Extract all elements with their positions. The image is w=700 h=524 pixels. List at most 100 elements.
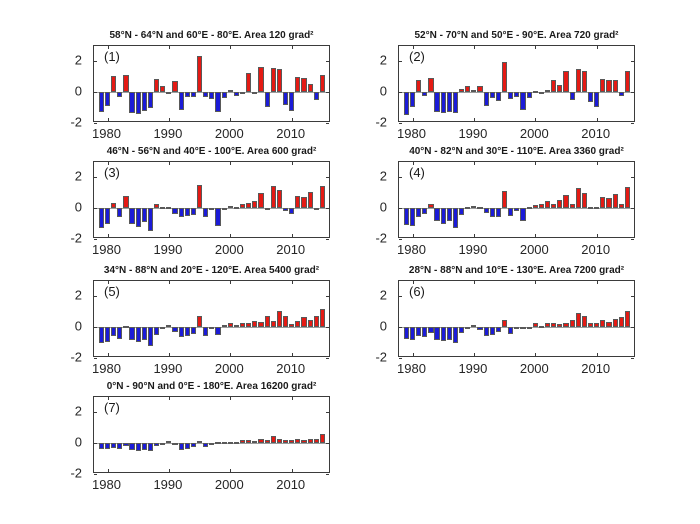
bar-1979 (403, 92, 409, 115)
bar-2014 (618, 203, 624, 209)
y-tick (94, 177, 97, 179)
bar-2012 (606, 198, 612, 209)
bar-2010 (289, 92, 295, 112)
bar-2013 (307, 319, 313, 328)
y-tick (94, 208, 97, 210)
bar-2006 (264, 208, 270, 211)
bar-2008 (276, 311, 282, 328)
bar-1992 (483, 208, 489, 213)
bar-1994 (190, 443, 197, 448)
bar-2008 (581, 192, 587, 209)
bar-2010 (594, 92, 600, 107)
x-tick-label: 1990 (458, 126, 488, 141)
bar-2009 (282, 208, 289, 212)
bar-2010 (594, 322, 600, 328)
x-tick-label: 1980 (92, 361, 121, 376)
x-tick (535, 353, 537, 356)
y-tick (631, 239, 634, 240)
bar-2013 (612, 79, 618, 93)
bar-1984 (434, 327, 440, 340)
x-tick (535, 118, 537, 121)
y-tick-label: -2 (375, 114, 387, 130)
bar-1997 (514, 327, 520, 330)
bar-1989 (160, 206, 166, 209)
bar-1992 (483, 327, 489, 336)
bar-1997 (514, 208, 520, 212)
bar-1991 (172, 327, 178, 332)
x-tick (230, 469, 232, 472)
y-tick-label: -2 (70, 349, 82, 365)
bar-2003 (551, 322, 557, 328)
panel-index-label: (4) (409, 165, 425, 180)
bar-1989 (465, 86, 471, 93)
x-tick (107, 46, 109, 49)
bar-1988 (459, 89, 465, 93)
bar-2010 (594, 206, 600, 209)
x-tick (473, 46, 475, 49)
bar-1998 (520, 327, 526, 330)
y-tick (399, 177, 402, 179)
y-tick-label: 0 (379, 199, 387, 215)
y-tick (326, 412, 329, 414)
bar-2001 (538, 325, 545, 328)
bar-2008 (581, 70, 587, 93)
x-tick (230, 234, 232, 237)
y-tick-label: 2 (74, 52, 82, 68)
bar-1984 (129, 443, 135, 451)
x-tick (535, 46, 537, 49)
bar-2000 (532, 90, 538, 93)
x-tick (596, 46, 598, 49)
x-tick-label: 1980 (397, 126, 426, 141)
bar-1996 (203, 327, 209, 336)
bar-1983 (123, 195, 129, 209)
bar-2011 (600, 196, 606, 209)
bar-1986 (141, 208, 147, 223)
bar-1992 (178, 443, 184, 451)
x-tick (596, 353, 598, 356)
y-tick (399, 92, 402, 94)
y-tick (631, 358, 634, 359)
bar-1984 (434, 208, 440, 221)
bar-2015 (624, 311, 630, 328)
bar-2014 (313, 315, 319, 328)
bar-2000 (532, 205, 538, 209)
bar-2005 (258, 439, 264, 444)
y-tick (326, 208, 329, 210)
bar-2013 (612, 193, 618, 209)
bar-1988 (154, 327, 160, 335)
bar-2004 (252, 321, 258, 328)
chart-panel-4: 40°N - 82°N and 30°E - 110°E. Area 3360 … (328, 143, 655, 260)
bar-1980 (104, 208, 111, 225)
plot-area: (2) (398, 45, 635, 124)
bar-1992 (178, 92, 184, 110)
panel-title: 58°N - 64°N and 60°E - 80°E. Area 120 gr… (109, 30, 314, 41)
x-tick (107, 118, 109, 121)
bar-2012 (301, 440, 307, 444)
x-tick (291, 353, 293, 356)
x-tick (596, 118, 598, 121)
bar-1984 (129, 208, 135, 224)
bar-1995 (502, 62, 508, 93)
bar-1995 (502, 320, 508, 328)
bar-1999 (221, 324, 227, 328)
bar-2012 (301, 196, 307, 209)
x-tick (412, 162, 414, 165)
bar-2014 (313, 438, 319, 444)
panel-title: 28°N - 88°N and 10°E - 130°E. Area 7200 … (408, 265, 625, 276)
y-tick-label: -2 (375, 349, 387, 365)
y-tick (94, 327, 97, 329)
bar-2002 (544, 201, 551, 209)
y-tick (326, 358, 329, 359)
y-tick-label: 2 (74, 168, 82, 184)
bar-2013 (307, 439, 313, 444)
bar-1985 (135, 443, 141, 451)
x-tick-label: 1990 (458, 242, 488, 257)
bar-1980 (104, 327, 111, 342)
bar-2009 (587, 92, 594, 103)
bar-2002 (239, 203, 246, 209)
bar-1986 (446, 208, 452, 222)
bar-2006 (569, 319, 575, 328)
bar-2002 (544, 89, 551, 93)
plot-area: (5) (93, 280, 330, 359)
bar-2002 (239, 322, 246, 328)
